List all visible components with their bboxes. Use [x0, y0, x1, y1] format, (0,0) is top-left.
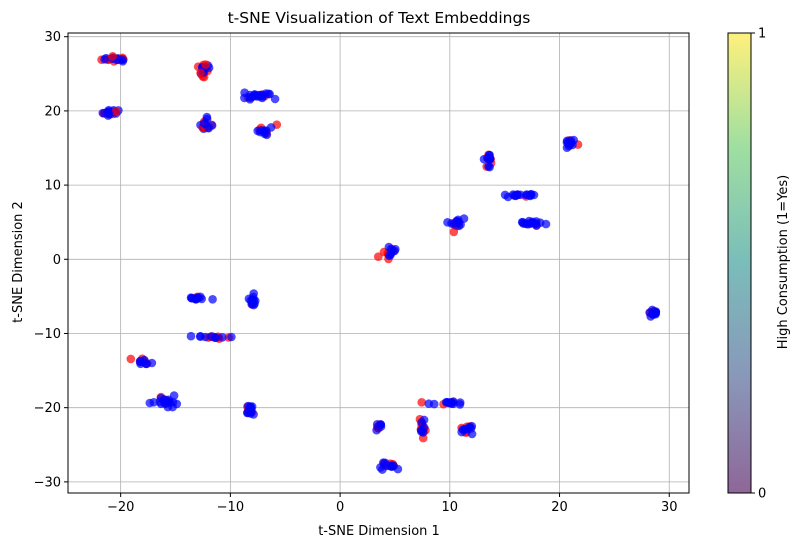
data-point-low — [389, 461, 399, 471]
data-point-low — [196, 332, 205, 341]
data-point-high — [111, 107, 121, 116]
data-point-low — [204, 123, 213, 132]
chart-title: t-SNE Visualization of Text Embeddings — [228, 9, 531, 27]
colorbar-label: High Consumption (1=Yes) — [776, 175, 791, 350]
data-point-low — [141, 359, 151, 369]
data-point-low — [646, 312, 655, 321]
data-point-high — [201, 60, 210, 69]
data-point-high — [108, 52, 117, 61]
data-point-low — [416, 425, 426, 435]
data-point-low — [202, 114, 212, 124]
data-point-low — [218, 333, 227, 342]
x-tick-label: −20 — [107, 500, 134, 515]
data-point-low — [270, 94, 280, 104]
axes-frame — [67, 32, 690, 494]
y-tick-label: 10 — [44, 179, 61, 194]
data-point-low — [429, 399, 439, 409]
data-point-low — [485, 162, 494, 172]
data-point-low — [376, 420, 386, 429]
data-point-low — [260, 126, 269, 135]
data-point-low — [240, 88, 249, 97]
colorbar-tick-label: 0 — [758, 487, 766, 502]
x-tick-label: 20 — [551, 500, 568, 515]
y-tick-label: 20 — [44, 104, 61, 119]
data-point-low — [565, 140, 575, 149]
y-tick-label: −20 — [34, 401, 61, 416]
data-point-low — [98, 108, 108, 118]
data-point-low — [385, 251, 394, 260]
data-point-low — [459, 214, 469, 223]
data-point-low — [508, 190, 518, 199]
data-point-low — [500, 190, 510, 200]
data-point-low — [253, 126, 262, 136]
x-tick-label: 10 — [442, 500, 459, 515]
data-point-low — [527, 218, 536, 227]
x-tick-label: 30 — [661, 500, 678, 515]
data-point-low — [250, 90, 260, 100]
y-tick-label: −10 — [34, 327, 61, 342]
data-point-low — [541, 219, 551, 229]
data-point-low — [417, 418, 427, 428]
data-point-low — [455, 400, 465, 409]
y-axis-label: t-SNE Dimension 2 — [11, 201, 26, 323]
data-point-low — [526, 190, 536, 199]
data-point-low — [197, 294, 206, 304]
x-tick-label: −10 — [217, 500, 244, 515]
data-point-low — [264, 89, 273, 99]
colorbar: 01 — [727, 27, 766, 502]
data-point-low — [208, 295, 217, 304]
data-point-high — [374, 252, 383, 261]
data-point-high — [126, 354, 136, 364]
data-point-low — [160, 399, 170, 409]
data-point-low — [100, 55, 109, 64]
data-point-low — [248, 299, 257, 308]
x-axis-label: t-SNE Dimension 1 — [318, 524, 440, 539]
data-point-low — [149, 398, 159, 407]
data-point-low — [186, 331, 196, 341]
y-tick-label: 30 — [44, 30, 61, 45]
plot-area: −20 −10 0 10 20 30 −30 −20 −10 0 10 20 30 — [34, 30, 690, 515]
y-tick-label: −30 — [34, 475, 61, 490]
y-tick-label: 0 — [53, 253, 61, 268]
data-point-low — [485, 150, 494, 160]
data-point-low — [463, 424, 472, 434]
colorbar-gradient — [727, 32, 752, 494]
data-point-low — [246, 404, 256, 414]
data-point-high — [196, 68, 205, 78]
data-point-low — [210, 333, 220, 343]
data-point-low — [376, 463, 385, 472]
colorbar-tick-label: 1 — [758, 27, 766, 42]
data-point-low — [442, 397, 451, 407]
data-point-high — [417, 398, 427, 407]
data-point-low — [168, 397, 178, 407]
data-point-low — [227, 332, 236, 342]
x-tick-label: 0 — [336, 500, 344, 515]
